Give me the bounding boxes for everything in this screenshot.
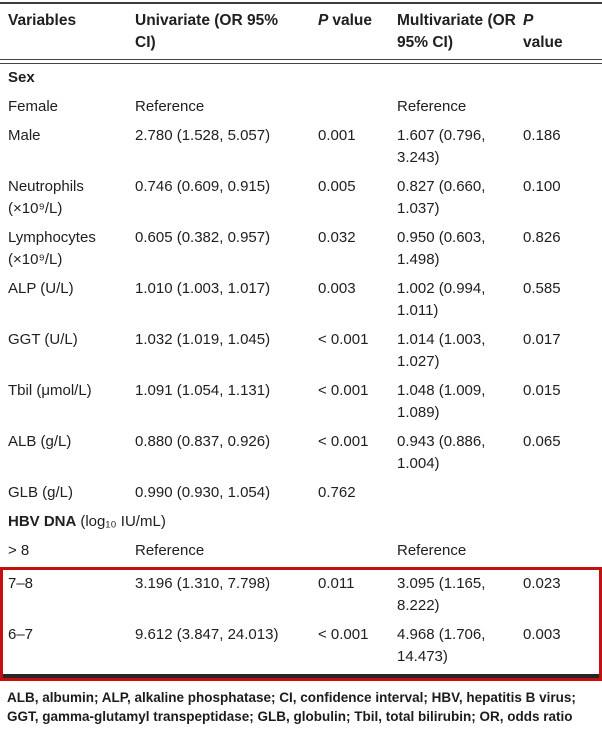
- section-bold: HBV DNA: [8, 513, 77, 530]
- cell-multivariate-or: 1.607 (0.796, 3.243): [397, 127, 486, 166]
- cell-multivariate-or: Reference: [397, 542, 467, 559]
- cell-univariate-or: 1.091 (1.054, 1.131): [135, 382, 271, 399]
- cell-multivariate-or: 1.002 (0.994, 1.011): [397, 280, 486, 319]
- cell-variable: GGT (U/L): [8, 331, 78, 348]
- cell-univariate-p: 0.005: [318, 178, 356, 195]
- row-tbil: Tbil (μmol/L) 1.091 (1.054, 1.131) < 0.0…: [0, 377, 602, 428]
- cell-multivariate-or: 3.095 (1.165, 8.222): [397, 575, 486, 614]
- cell-univariate-p: 0.011: [318, 575, 355, 592]
- cell-univariate-or: 0.880 (0.837, 0.926): [135, 433, 271, 450]
- cell-multivariate-p: 0.065: [523, 433, 561, 450]
- cell-multivariate-or: Reference: [397, 98, 467, 115]
- cell-univariate-or: 3.196 (1.310, 7.798): [135, 575, 271, 592]
- cell-univariate-or: 2.780 (1.528, 5.057): [135, 127, 271, 144]
- cell-univariate-or: Reference: [135, 98, 205, 115]
- cell-univariate-p: < 0.001: [318, 433, 369, 450]
- section-rest: (log₁₀ IU/mL): [80, 513, 166, 530]
- cell-multivariate-or: [397, 479, 520, 508]
- cell-multivariate-or: 0.950 (0.603, 1.498): [397, 229, 486, 268]
- table-bottom-rule: [3, 674, 599, 678]
- row-sex-section: Sex: [0, 64, 602, 93]
- cell-multivariate-p: 0.003: [523, 626, 561, 643]
- section-label: HBV DNA (log₁₀ IU/mL): [8, 508, 601, 537]
- cell-variable: Female: [8, 98, 59, 115]
- cell-multivariate-p: 0.015: [523, 382, 561, 399]
- row-gt8: > 8 Reference Reference: [0, 537, 602, 566]
- cell-multivariate-p: 0.100: [523, 178, 561, 195]
- row-ggt: GGT (U/L) 1.032 (1.019, 1.045) < 0.001 1…: [0, 326, 602, 377]
- header-multivariate: Multivariate (OR 95% CI): [397, 12, 516, 51]
- cell-multivariate-or: 0.827 (0.660, 1.037): [397, 178, 486, 217]
- row-male: Male 2.780 (1.528, 5.057) 0.001 1.607 (0…: [0, 122, 602, 173]
- cell-univariate-p: 0.762: [318, 484, 356, 501]
- cell-multivariate-or: 1.014 (1.003, 1.027): [397, 331, 486, 370]
- cell-variable: Tbil (μmol/L): [8, 382, 92, 399]
- cell-multivariate-or: 0.943 (0.886, 1.004): [397, 433, 486, 472]
- cell-univariate-p: 0.003: [318, 280, 356, 297]
- cell-univariate-or: 1.032 (1.019, 1.045): [135, 331, 271, 348]
- cell-univariate-p: < 0.001: [318, 626, 369, 643]
- header-univariate: Univariate (OR 95% CI): [135, 4, 315, 59]
- cell-univariate-or: 1.010 (1.003, 1.017): [135, 280, 271, 297]
- cell-univariate-p: < 0.001: [318, 382, 369, 399]
- header-p2-rest: value: [523, 34, 563, 51]
- cell-univariate-p: [318, 93, 394, 122]
- row-glb: GLB (g/L) 0.990 (0.930, 1.054) 0.762: [0, 479, 602, 508]
- row-hbv-dna-section: HBV DNA (log₁₀ IU/mL): [0, 508, 602, 537]
- row-neutrophils: Neutrophils (×10⁹/L) 0.746 (0.609, 0.915…: [0, 173, 602, 224]
- cell-variable: > 8: [8, 542, 30, 559]
- header-separator-rule: [0, 59, 602, 64]
- cell-multivariate-p: 0.017: [523, 331, 561, 348]
- cell-univariate-p: [318, 537, 394, 566]
- cell-variable: 7–8: [8, 575, 34, 592]
- header-p1-rest: value: [332, 12, 372, 29]
- cell-variable: 6–7: [8, 626, 34, 643]
- row-lymphocytes: Lymphocytes (×10⁹/L) 0.605 (0.382, 0.957…: [0, 224, 602, 275]
- row-7-8: 7–8 3.196 (1.310, 7.798) 0.011 3.095 (1.…: [3, 570, 599, 621]
- cell-variable: GLB (g/L): [8, 484, 74, 501]
- header-p1-italic: P: [318, 12, 329, 29]
- cell-multivariate-p: 0.023: [523, 575, 561, 592]
- cell-univariate-p: 0.001: [318, 127, 356, 144]
- cell-multivariate-p: [523, 93, 601, 122]
- table-footnote: ALB, albumin; ALP, alkaline phosphatase;…: [7, 690, 576, 724]
- cell-multivariate-p: 0.826: [523, 229, 561, 246]
- cell-univariate-p: < 0.001: [318, 331, 369, 348]
- header-p2-italic: P: [523, 12, 534, 29]
- section-bold: Sex: [8, 69, 35, 86]
- highlight-box: 7–8 3.196 (1.310, 7.798) 0.011 3.095 (1.…: [0, 567, 602, 681]
- cell-multivariate-p: 0.186: [523, 127, 561, 144]
- cell-variable: Male: [8, 127, 41, 144]
- cell-multivariate-p: [523, 479, 601, 508]
- cell-univariate-or: 0.990 (0.930, 1.054): [135, 484, 271, 501]
- cell-univariate-p: 0.032: [318, 229, 356, 246]
- table-top-rule: [0, 2, 602, 4]
- cell-multivariate-or: 1.048 (1.009, 1.089): [397, 382, 486, 421]
- cell-univariate-or: 0.746 (0.609, 0.915): [135, 178, 271, 195]
- cell-univariate-or: Reference: [135, 542, 205, 559]
- table-body: Sex Female Reference Reference Male 2.78…: [0, 64, 602, 681]
- row-6-7: 6–7 9.612 (3.847, 24.013) < 0.001 4.968 …: [3, 621, 599, 672]
- header-variables: Variables: [8, 12, 77, 29]
- cell-multivariate-p: [523, 537, 601, 566]
- cell-multivariate-p: 0.585: [523, 280, 561, 297]
- cell-univariate-or: 9.612 (3.847, 24.013): [135, 626, 279, 643]
- section-label: Sex: [8, 64, 601, 93]
- cell-variable: Neutrophils (×10⁹/L): [8, 178, 84, 217]
- row-alb: ALB (g/L) 0.880 (0.837, 0.926) < 0.001 0…: [0, 428, 602, 479]
- cell-variable: Lymphocytes (×10⁹/L): [8, 229, 96, 268]
- row-alp: ALP (U/L) 1.010 (1.003, 1.017) 0.003 1.0…: [0, 275, 602, 326]
- row-female: Female Reference Reference: [0, 93, 602, 122]
- cell-variable: ALB (g/L): [8, 433, 72, 450]
- cell-multivariate-or: 4.968 (1.706, 14.473): [397, 626, 486, 665]
- cell-variable: ALP (U/L): [8, 280, 74, 297]
- header-univariate-label: Univariate (OR 95% CI): [135, 12, 278, 51]
- cell-univariate-or: 0.605 (0.382, 0.957): [135, 229, 271, 246]
